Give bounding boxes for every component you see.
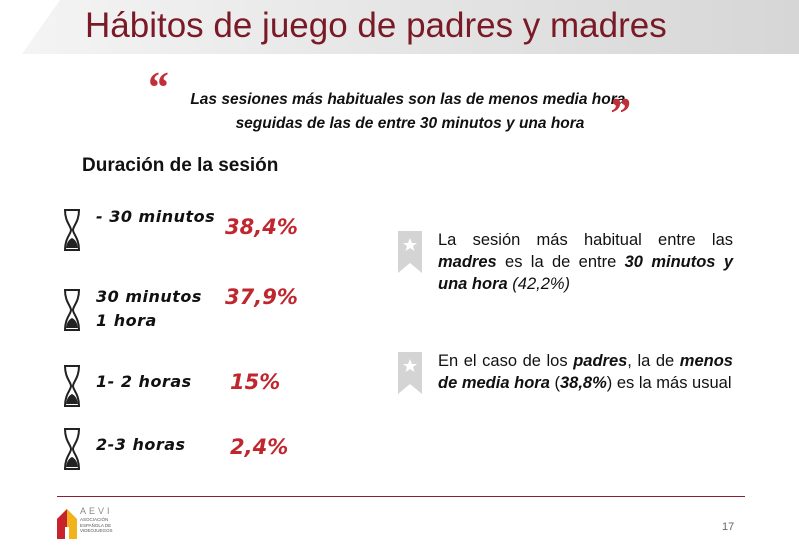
duration-label: 1- 2 horas — [96, 372, 192, 391]
duration-item: 1- 2 horas 15% — [60, 362, 360, 422]
hourglass-icon — [64, 289, 80, 331]
hourglass-icon — [64, 209, 80, 251]
note-run: 30 minutos y una hora — [438, 253, 733, 293]
quote: “ Las sesiones más habituales son las de… — [146, 66, 670, 138]
page-number: 17 — [722, 521, 735, 533]
hourglass-outline — [64, 428, 80, 470]
note: La sesión más habitual entre las madres … — [398, 229, 733, 295]
duration-label: - 30 minutos — [96, 207, 216, 226]
duration-value: 37,9% — [225, 285, 298, 309]
badge-shape — [398, 231, 422, 273]
section-heading: Duración de la sesión — [82, 155, 279, 176]
note-run: ( — [549, 374, 560, 392]
hourglass-sand — [66, 318, 78, 328]
badge-star — [403, 238, 417, 251]
note-run: madres — [438, 253, 497, 271]
title-banner — [22, 0, 799, 54]
logo-icon — [57, 509, 77, 539]
note: En el caso de los padres, la de menos de… — [398, 350, 733, 394]
duration-label: 2-3 horas — [96, 435, 186, 454]
duration-item: 30 minutos 1 hora 37,9% — [60, 285, 360, 345]
note-run: padres — [573, 352, 628, 370]
hourglass-outline — [64, 289, 80, 331]
duration-item: 2-3 horas 2,4% — [60, 425, 360, 485]
duration-label: 30 minutos 1 hora — [96, 287, 202, 330]
footer-rule — [57, 496, 745, 497]
note-run: En el caso de los — [438, 352, 574, 370]
slide-title: Hábitos de juego de padres y madres — [85, 6, 667, 45]
duration-item: - 30 minutos 38,4% — [60, 205, 360, 265]
note-run: (42,2%) — [507, 275, 571, 293]
badge-star — [403, 359, 417, 372]
duration-value: 38,4% — [225, 215, 298, 239]
duration-value: 15% — [230, 370, 281, 394]
quote-line: Las sesiones más habituales son las de m… — [190, 91, 630, 108]
badge-shape — [398, 352, 422, 394]
hourglass-sand — [66, 238, 78, 248]
note-badge — [398, 352, 422, 394]
hourglass-sand — [66, 457, 78, 467]
hourglass-icon — [64, 428, 80, 470]
quote-line: seguidas de las de entre 30 minutos y un… — [235, 115, 585, 132]
note-run: La sesión más habitual entre las — [438, 231, 733, 249]
note-run: es la de entre — [496, 253, 625, 271]
logo-subtitle: ASOCIACIÓN ESPAÑOLA DE VIDEOJUEGOS — [80, 517, 113, 533]
hourglass-sand — [66, 394, 78, 404]
logo-name: AEVI — [80, 506, 113, 516]
note-run: ) es la más usual — [606, 374, 732, 392]
hourglass-outline — [64, 209, 80, 251]
note-text: La sesión más habitual entre las madres … — [438, 229, 733, 295]
note-badge — [398, 231, 422, 273]
quote-mark: ” — [608, 89, 630, 138]
note-run: menos de media hora — [438, 352, 733, 392]
note-text: En el caso de los padres, la de menos de… — [438, 350, 733, 394]
quote-mark: “ — [146, 63, 168, 112]
hourglass-icon — [64, 365, 80, 407]
hourglass-outline — [64, 365, 80, 407]
note-run: 38,8% — [559, 374, 607, 392]
duration-value: 2,4% — [230, 435, 289, 459]
note-run: , la de — [627, 352, 680, 370]
